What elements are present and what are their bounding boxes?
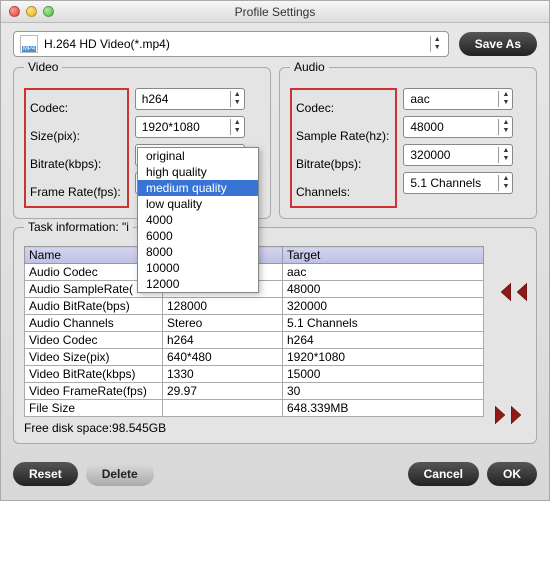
table-row[interactable]: Video Size(pix)640*4801920*1080 bbox=[25, 349, 484, 366]
task-info-panel: Task information: "i Name Target Audio C… bbox=[13, 227, 537, 444]
audio-samplerate-select[interactable]: 48000▲▼ bbox=[403, 116, 513, 138]
rewind-icon bbox=[511, 283, 527, 301]
audio-bitrate-select[interactable]: 320000▲▼ bbox=[403, 144, 513, 166]
table-row[interactable]: File Size648.339MB bbox=[25, 400, 484, 417]
task-col-target[interactable]: Target bbox=[283, 247, 484, 264]
forward-icon bbox=[511, 406, 527, 424]
toolbar: H.264 HD Video(*.mp4) ▲▼ Save As bbox=[1, 23, 549, 67]
av-panels: Video Codec: Size(pix): Bitrate(kbps): F… bbox=[1, 67, 549, 227]
table-row[interactable]: Video Codech264h264 bbox=[25, 332, 484, 349]
audio-panel: Audio Codec: Sample Rate(hz): Bitrate(bp… bbox=[279, 67, 537, 219]
video-framerate-label: Frame Rate(fps): bbox=[30, 178, 121, 206]
table-row[interactable]: Video BitRate(kbps)133015000 bbox=[25, 366, 484, 383]
video-size-label: Size(pix): bbox=[30, 122, 121, 150]
video-panel-title: Video bbox=[24, 60, 62, 74]
forward-icon bbox=[495, 406, 511, 424]
profile-label: H.264 HD Video(*.mp4) bbox=[44, 37, 426, 51]
task-info-title: Task information: "i bbox=[24, 220, 133, 234]
table-row[interactable]: Audio BitRate(bps)128000320000 bbox=[25, 298, 484, 315]
delete-button[interactable]: Delete bbox=[86, 462, 154, 486]
stepper-icon: ▲▼ bbox=[498, 91, 512, 107]
video-codec-select[interactable]: h264▲▼ bbox=[135, 88, 245, 110]
task-info-area: Task information: "i Name Target Audio C… bbox=[1, 227, 549, 452]
stepper-icon: ▲▼ bbox=[498, 119, 512, 135]
reset-button[interactable]: Reset bbox=[13, 462, 78, 486]
dropdown-option[interactable]: high quality bbox=[138, 164, 258, 180]
dropdown-option[interactable]: 4000 bbox=[138, 212, 258, 228]
audio-codec-label: Codec: bbox=[296, 94, 389, 122]
stepper-icon: ▲▼ bbox=[230, 91, 244, 107]
window-title: Profile Settings bbox=[1, 5, 549, 19]
stepper-icon: ▲▼ bbox=[230, 119, 244, 135]
profile-stepper-icon[interactable]: ▲▼ bbox=[430, 36, 444, 52]
prev-arrows[interactable] bbox=[495, 283, 527, 301]
dropdown-option[interactable]: 6000 bbox=[138, 228, 258, 244]
video-codec-label: Codec: bbox=[30, 94, 121, 122]
video-labels-highlight: Codec: Size(pix): Bitrate(kbps): Frame R… bbox=[24, 88, 129, 208]
dropdown-option[interactable]: 10000 bbox=[138, 260, 258, 276]
dropdown-option[interactable]: original bbox=[138, 148, 258, 164]
stepper-icon: ▲▼ bbox=[498, 147, 512, 163]
mp4-icon bbox=[20, 35, 38, 53]
dropdown-option[interactable]: low quality bbox=[138, 196, 258, 212]
save-as-button[interactable]: Save As bbox=[459, 32, 537, 56]
next-arrows[interactable] bbox=[495, 406, 527, 424]
audio-codec-select[interactable]: aac▲▼ bbox=[403, 88, 513, 110]
dropdown-option[interactable]: medium quality bbox=[138, 180, 258, 196]
video-bitrate-label: Bitrate(kbps): bbox=[30, 150, 121, 178]
dropdown-option[interactable]: 8000 bbox=[138, 244, 258, 260]
profile-settings-window: Profile Settings H.264 HD Video(*.mp4) ▲… bbox=[0, 0, 550, 501]
rewind-icon bbox=[495, 283, 511, 301]
audio-panel-title: Audio bbox=[290, 60, 329, 74]
audio-channels-label: Channels: bbox=[296, 178, 389, 206]
audio-labels-highlight: Codec: Sample Rate(hz): Bitrate(bps): Ch… bbox=[290, 88, 397, 208]
audio-bitrate-label: Bitrate(bps): bbox=[296, 150, 389, 178]
dropdown-option[interactable]: 12000 bbox=[138, 276, 258, 292]
profile-select[interactable]: H.264 HD Video(*.mp4) ▲▼ bbox=[13, 31, 449, 57]
table-row[interactable]: Audio ChannelsStereo5.1 Channels bbox=[25, 315, 484, 332]
cancel-button[interactable]: Cancel bbox=[408, 462, 479, 486]
footer: Reset Delete Cancel OK bbox=[1, 452, 549, 500]
ok-button[interactable]: OK bbox=[487, 462, 537, 486]
video-bitrate-dropdown[interactable]: originalhigh qualitymedium qualitylow qu… bbox=[137, 147, 259, 293]
video-size-select[interactable]: 1920*1080▲▼ bbox=[135, 116, 245, 138]
free-disk-space: Free disk space:98.545GB bbox=[24, 417, 526, 435]
table-row[interactable]: Video FrameRate(fps)29.9730 bbox=[25, 383, 484, 400]
titlebar: Profile Settings bbox=[1, 1, 549, 23]
audio-channels-select[interactable]: 5.1 Channels▲▼ bbox=[403, 172, 513, 194]
audio-samplerate-label: Sample Rate(hz): bbox=[296, 122, 389, 150]
stepper-icon: ▲▼ bbox=[498, 175, 512, 191]
